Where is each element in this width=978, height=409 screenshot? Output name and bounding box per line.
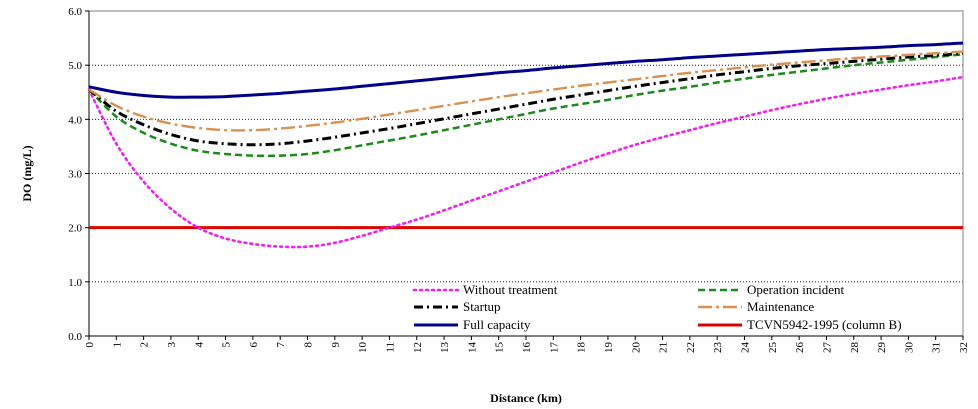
x-tick-label: 13 bbox=[439, 342, 451, 354]
x-tick-label: 21 bbox=[658, 342, 670, 353]
y-axis-title: DO (mg/L) bbox=[20, 145, 34, 201]
x-tick-label: 26 bbox=[794, 342, 806, 354]
x-tick-label: 22 bbox=[685, 342, 697, 353]
x-tick-label: 31 bbox=[931, 342, 943, 353]
y-tick-label: 3.0 bbox=[68, 169, 82, 181]
x-tick-label: 5 bbox=[221, 342, 233, 348]
x-tick-label: 3 bbox=[166, 342, 178, 348]
legend-label-maintenance: Maintenance bbox=[747, 299, 814, 314]
x-tick-label: 0 bbox=[84, 342, 96, 348]
x-tick-label: 19 bbox=[603, 342, 615, 354]
x-tick-label: 29 bbox=[876, 342, 888, 354]
legend-label-startup: Startup bbox=[463, 299, 501, 314]
y-tick-labels: 0.0 1.0 2.0 3.0 4.0 5.0 6.0 bbox=[68, 6, 89, 343]
x-tick-label: 28 bbox=[849, 342, 861, 354]
legend-label-operation-incident: Operation incident bbox=[747, 282, 844, 297]
legend-label-without-treatment: Without treatment bbox=[463, 282, 558, 297]
x-tick-label: 8 bbox=[303, 342, 315, 348]
y-tick-label: 6.0 bbox=[68, 6, 82, 18]
x-tick-label: 25 bbox=[767, 342, 779, 354]
y-tick-label: 2.0 bbox=[68, 223, 82, 235]
x-tick-label: 30 bbox=[903, 342, 915, 354]
x-tick-label: 10 bbox=[357, 342, 369, 354]
x-axis-title: Distance (km) bbox=[490, 391, 562, 405]
series-lines bbox=[87, 41, 965, 249]
legend-label-full-capacity: Full capacity bbox=[463, 317, 531, 332]
x-tick-label: 14 bbox=[466, 342, 478, 354]
x-tick-label: 2 bbox=[139, 342, 151, 348]
legend-label-tcvn5942-1995-column-b: TCVN5942-1995 (column B) bbox=[747, 317, 902, 332]
x-tick-label: 16 bbox=[521, 342, 533, 354]
x-tick-label: 24 bbox=[740, 342, 752, 354]
series-line-maintenance bbox=[88, 50, 964, 132]
x-tick-label: 12 bbox=[412, 342, 424, 353]
x-tick-label: 7 bbox=[275, 342, 287, 348]
y-tick-label: 4.0 bbox=[68, 114, 82, 126]
x-tick-label: 27 bbox=[821, 342, 833, 354]
x-tick-label: 11 bbox=[384, 342, 396, 353]
series-line-startup bbox=[88, 51, 964, 147]
series-line-without-treatment bbox=[87, 75, 965, 249]
x-tick-label: 17 bbox=[548, 342, 560, 354]
x-tick-label: 9 bbox=[330, 342, 342, 348]
x-tick-label: 18 bbox=[576, 342, 588, 354]
y-tick-label: 5.0 bbox=[68, 60, 82, 72]
y-tick-label: 0.0 bbox=[68, 331, 82, 343]
x-tick-label: 32 bbox=[958, 342, 970, 353]
series-line-full-capacity bbox=[88, 41, 964, 99]
x-tick-label: 6 bbox=[248, 342, 260, 348]
x-tick-label: 23 bbox=[712, 342, 724, 354]
x-tick-label: 1 bbox=[111, 342, 123, 348]
legend: Without treatment Operation incident Start… bbox=[412, 282, 902, 332]
x-tick-labels: 0 1 2 3 4 5 6 7 8 9 10 11 12 13 14 15 16 17 18 19 20 21 22 23 24… bbox=[84, 336, 970, 353]
x-tick-label: 20 bbox=[630, 342, 642, 354]
x-tick-label: 4 bbox=[193, 342, 205, 348]
y-tick-label: 1.0 bbox=[68, 277, 82, 289]
x-tick-label: 15 bbox=[494, 342, 506, 354]
